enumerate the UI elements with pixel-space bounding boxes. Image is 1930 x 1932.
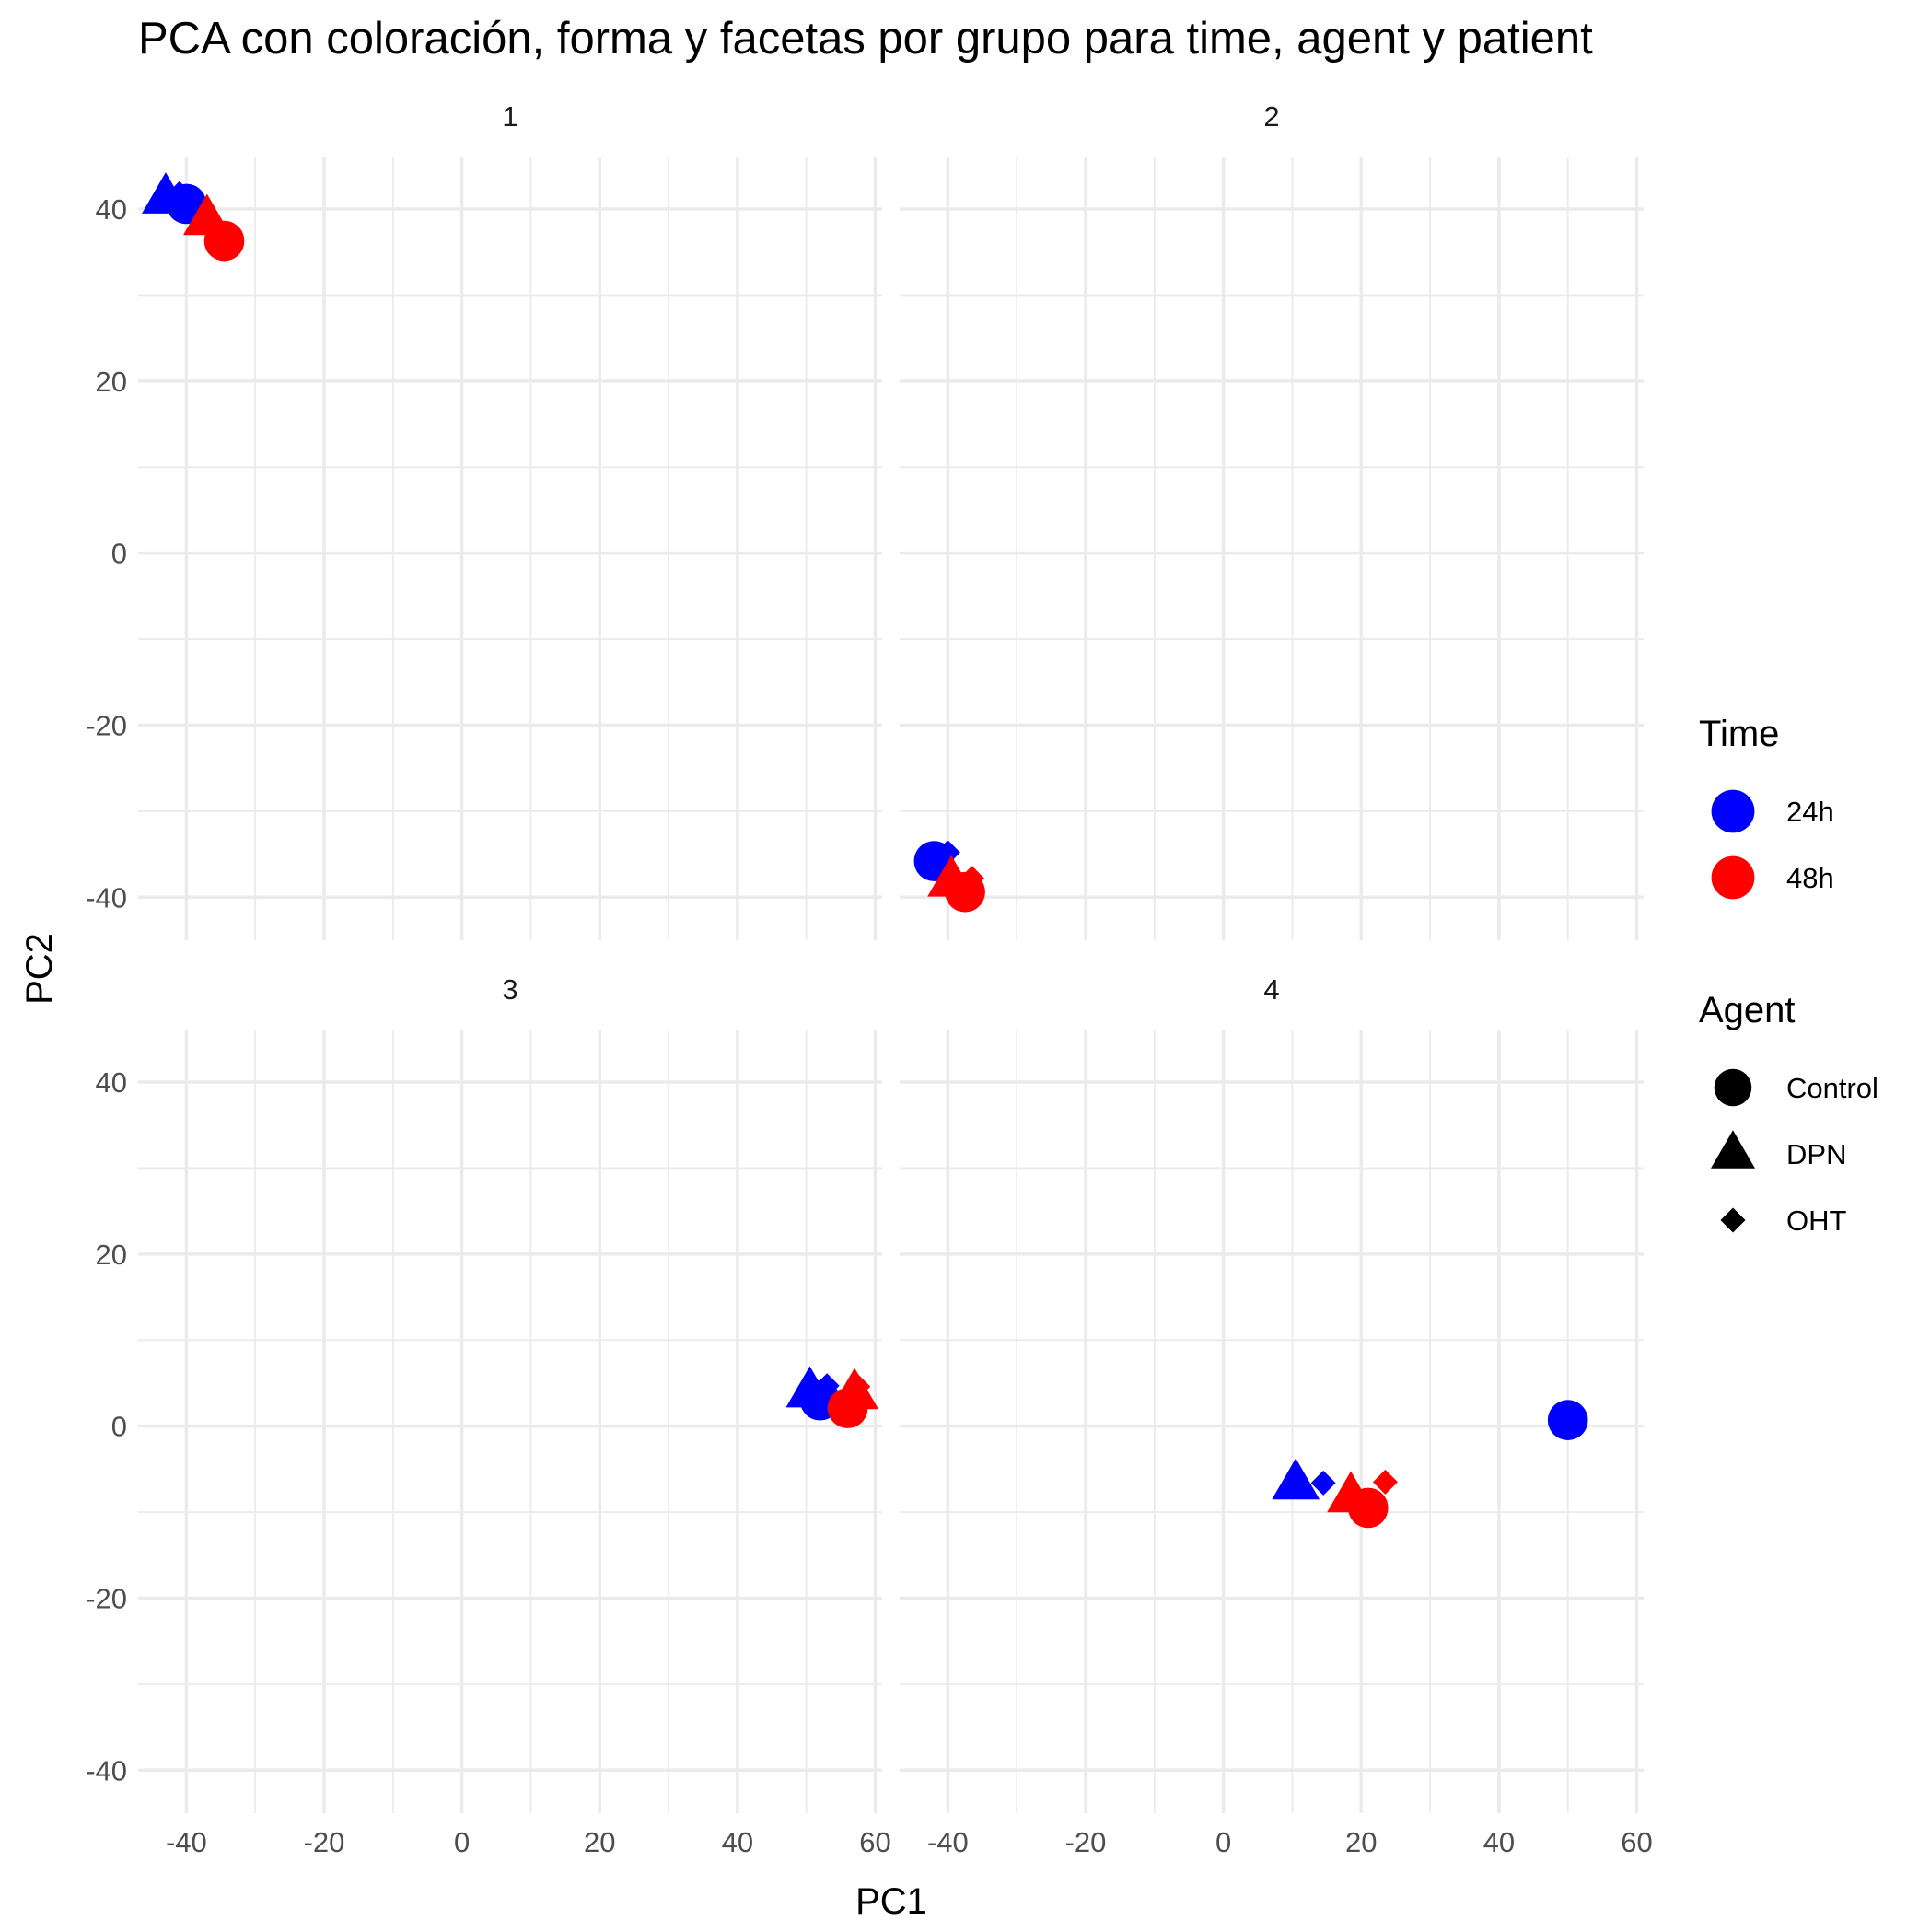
facet-panels: 1 -40 -20 0 20 40 2 3 -40 -20 0 20 40 -40 -20 0 20 40 60 4 -… bbox=[86, 100, 1653, 1858]
legend-key bbox=[1714, 1068, 1752, 1107]
facet-panel-1: 1 -40 -20 0 20 40 bbox=[86, 100, 882, 940]
legend-label: Control bbox=[1786, 1072, 1878, 1104]
data-point bbox=[945, 871, 985, 913]
legend-time: Time 24h 48h bbox=[1699, 714, 1834, 900]
data-point bbox=[1547, 1400, 1588, 1440]
y-tick-label: 20 bbox=[96, 366, 127, 398]
legend-key bbox=[1720, 1207, 1746, 1233]
data-point bbox=[1372, 1469, 1398, 1495]
y-tick-label: 20 bbox=[96, 1239, 127, 1271]
y-tick-label: 40 bbox=[96, 193, 127, 226]
facet-strip-label: 1 bbox=[502, 100, 517, 133]
x-axis-title: PC1 bbox=[855, 1881, 927, 1922]
legend-title: Time bbox=[1699, 714, 1779, 754]
legend-label: 24h bbox=[1786, 796, 1834, 828]
facet-panel-2: 2 bbox=[900, 100, 1644, 940]
y-tick-label: 0 bbox=[111, 1411, 127, 1443]
chart-title: PCA con coloración, forma y facetas por … bbox=[138, 14, 1593, 64]
legend-agent: Agent Control DPN OHT bbox=[1699, 990, 1878, 1237]
x-tick-label: 20 bbox=[1345, 1826, 1377, 1858]
legend-title: Agent bbox=[1699, 990, 1796, 1030]
y-tick-label: 40 bbox=[96, 1066, 127, 1099]
y-tick-label: -20 bbox=[86, 709, 127, 741]
legend-key bbox=[1711, 789, 1755, 833]
facet-strip-label: 3 bbox=[502, 973, 517, 1006]
legend-label: DPN bbox=[1786, 1138, 1846, 1170]
legend: Time 24h 48h Agent Control DPN OHT bbox=[1699, 714, 1878, 1237]
facet-strip-label: 2 bbox=[1263, 100, 1279, 133]
x-tick-label: -40 bbox=[166, 1826, 207, 1858]
y-tick-label: 0 bbox=[111, 538, 127, 570]
facet-panel-3: 3 -40 -20 0 20 40 -40 -20 0 20 40 60 bbox=[86, 973, 891, 1858]
y-axis-title: PC2 bbox=[19, 933, 60, 1005]
y-tick-label: -20 bbox=[86, 1582, 127, 1614]
data-point bbox=[1272, 1458, 1320, 1500]
y-tick-label: -40 bbox=[86, 1754, 127, 1787]
legend-key bbox=[1710, 1130, 1756, 1169]
data-point bbox=[203, 220, 245, 262]
x-tick-label: -40 bbox=[927, 1826, 969, 1858]
facet-panel-4: 4 -40 -20 0 20 40 60 bbox=[900, 973, 1653, 1858]
x-tick-label: -20 bbox=[1065, 1826, 1107, 1858]
legend-key bbox=[1711, 855, 1755, 900]
x-tick-label: 40 bbox=[722, 1826, 753, 1858]
x-tick-label: 60 bbox=[1621, 1826, 1652, 1858]
x-tick-label: 0 bbox=[454, 1826, 470, 1858]
legend-label: OHT bbox=[1786, 1205, 1847, 1237]
x-tick-label: -20 bbox=[304, 1826, 345, 1858]
legend-label: 48h bbox=[1786, 862, 1834, 894]
x-tick-label: 60 bbox=[859, 1826, 890, 1858]
facet-strip-label: 4 bbox=[1263, 973, 1279, 1006]
x-tick-label: 40 bbox=[1483, 1826, 1515, 1858]
data-point bbox=[1310, 1470, 1336, 1496]
data-point bbox=[1347, 1487, 1389, 1529]
x-tick-label: 20 bbox=[584, 1826, 615, 1858]
y-tick-label: -40 bbox=[86, 881, 127, 914]
x-tick-label: 0 bbox=[1215, 1826, 1231, 1858]
data-point bbox=[827, 1388, 868, 1428]
